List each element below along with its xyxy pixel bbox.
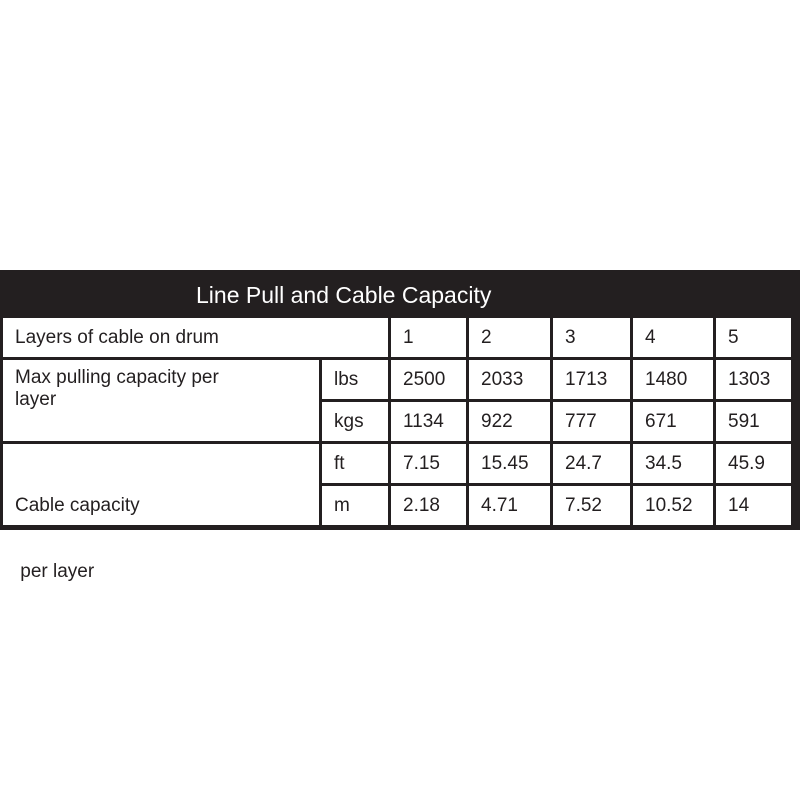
- layer-header: 5: [716, 318, 791, 357]
- value-cell: 14: [716, 486, 791, 525]
- unit-cell: ft: [322, 444, 388, 483]
- value-cell: 45.9: [716, 444, 791, 483]
- unit-cell: kgs: [322, 402, 388, 441]
- table-grid: Layers of cable on drum 1 2 3 4 5 Max pu…: [3, 318, 791, 582]
- value-cell: 1713: [553, 360, 630, 399]
- table-title: Line Pull and Cable Capacity: [196, 282, 492, 308]
- value-cell: 2500: [391, 360, 466, 399]
- pulling-capacity-label: Max pulling capacity per layer: [3, 360, 319, 441]
- cable-label-line1: Cable capacity: [15, 495, 140, 516]
- value-cell: 2033: [469, 360, 550, 399]
- capacity-table: Line Pull and Cable Capacity Layers of c…: [0, 270, 800, 582]
- value-cell: 7.52: [553, 486, 630, 525]
- value-cell: 1303: [716, 360, 791, 399]
- value-cell: 34.5: [633, 444, 713, 483]
- layer-header: 2: [469, 318, 550, 357]
- layer-header: 1: [391, 318, 466, 357]
- layer-header: 4: [633, 318, 713, 357]
- value-cell: 1134: [391, 402, 466, 441]
- unit-cell: lbs: [322, 360, 388, 399]
- unit-cell: m: [322, 486, 388, 525]
- value-cell: 10.52: [633, 486, 713, 525]
- pulling-label-line2: layer: [15, 389, 57, 410]
- cable-capacity-label: Cable capacity per layer: [3, 444, 319, 582]
- value-cell: 922: [469, 402, 550, 441]
- value-cell: 2.18: [391, 486, 466, 525]
- pulling-label-line1: Max pulling capacity per: [15, 367, 219, 388]
- value-cell: 671: [633, 402, 713, 441]
- layer-header: 3: [553, 318, 630, 357]
- value-cell: 1480: [633, 360, 713, 399]
- value-cell: 7.15: [391, 444, 466, 483]
- value-cell: 15.45: [469, 444, 550, 483]
- value-cell: 591: [716, 402, 791, 441]
- layers-header-label: Layers of cable on drum: [3, 318, 388, 357]
- value-cell: 777: [553, 402, 630, 441]
- value-cell: 4.71: [469, 486, 550, 525]
- cable-label-line2: per layer: [15, 561, 95, 582]
- value-cell: 24.7: [553, 444, 630, 483]
